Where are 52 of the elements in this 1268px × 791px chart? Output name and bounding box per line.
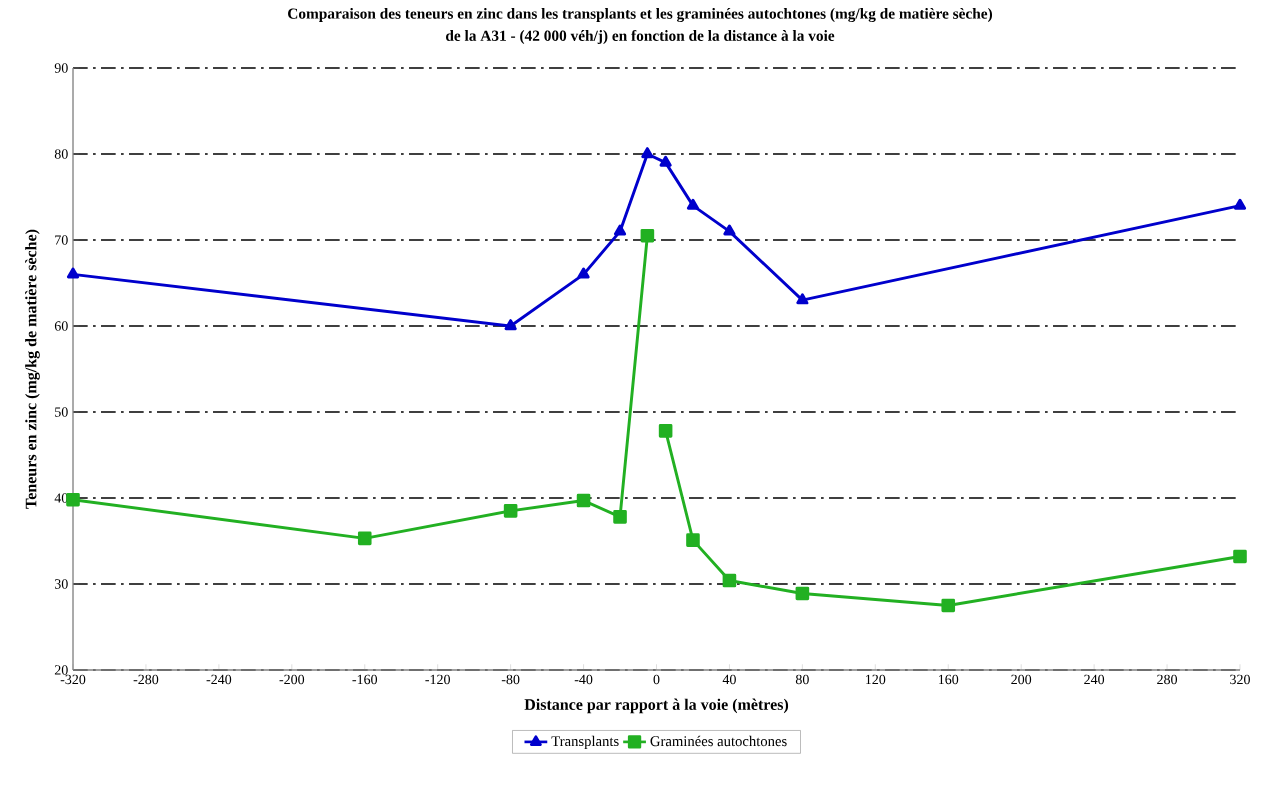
x-tick-label: -120 (425, 674, 450, 685)
point (357, 531, 372, 546)
x-tick-label: 120 (866, 674, 886, 685)
point (577, 267, 590, 279)
point (503, 504, 518, 518)
point (659, 155, 672, 167)
x-tick-label: 320 (1230, 674, 1250, 685)
x-tick-label: -280 (133, 674, 159, 685)
x-tick-label: -40 (574, 674, 593, 685)
y-tick-label: 80 (54, 149, 68, 159)
x-axis-title: Distance par rapport à la voie (mètres) (524, 698, 789, 714)
x-tick-label: 40 (722, 674, 736, 685)
point (658, 424, 673, 438)
x-tick-label: -80 (501, 674, 520, 685)
y-tick-label: 70 (55, 235, 68, 245)
x-tick-label: 0 (653, 674, 660, 685)
x-tick-label: -240 (206, 674, 232, 685)
y-tick-label: 20 (54, 665, 68, 675)
x-tick-label: 200 (1011, 674, 1032, 685)
legend-label: Transplants (551, 735, 619, 750)
chart-subtitle: de la A31 - (42 000 véh/j) en fonction de la distance à la voie (446, 29, 835, 45)
x-tick-label: -200 (279, 674, 305, 685)
legend-label: Graminées autochtones (650, 735, 787, 747)
x-tick-label: 280 (1157, 674, 1178, 685)
point (66, 267, 80, 279)
x-tick-label: 80 (795, 674, 809, 685)
y-tick-label: 90 (54, 63, 68, 73)
y-axis-title: Teneurs en zinc (mg/kg de matière sèche) (25, 229, 40, 509)
point (722, 573, 737, 588)
point (1233, 198, 1247, 210)
point (504, 319, 517, 331)
y-tick-label: 60 (54, 321, 68, 331)
point (640, 228, 655, 243)
point (686, 198, 700, 210)
point (941, 598, 956, 613)
x-tick-label: 160 (938, 674, 959, 685)
point (613, 224, 627, 236)
y-tick-label: 30 (54, 579, 68, 589)
point (795, 586, 810, 601)
point (723, 224, 736, 236)
y-tick-label: 50 (55, 407, 68, 417)
chart-title: Comparaison des teneurs en zinc dans les transplants et les graminées autochtones (mg/kg de matière sèche) (288, 7, 993, 23)
x-tick-label: -160 (352, 674, 378, 685)
point (66, 492, 80, 507)
point (576, 493, 591, 508)
point (796, 293, 809, 305)
point (641, 147, 654, 159)
point (613, 510, 627, 524)
point (686, 533, 700, 547)
point (1233, 549, 1247, 564)
x-tick-label: -320 (60, 674, 86, 685)
x-tick-label: 240 (1084, 674, 1105, 685)
